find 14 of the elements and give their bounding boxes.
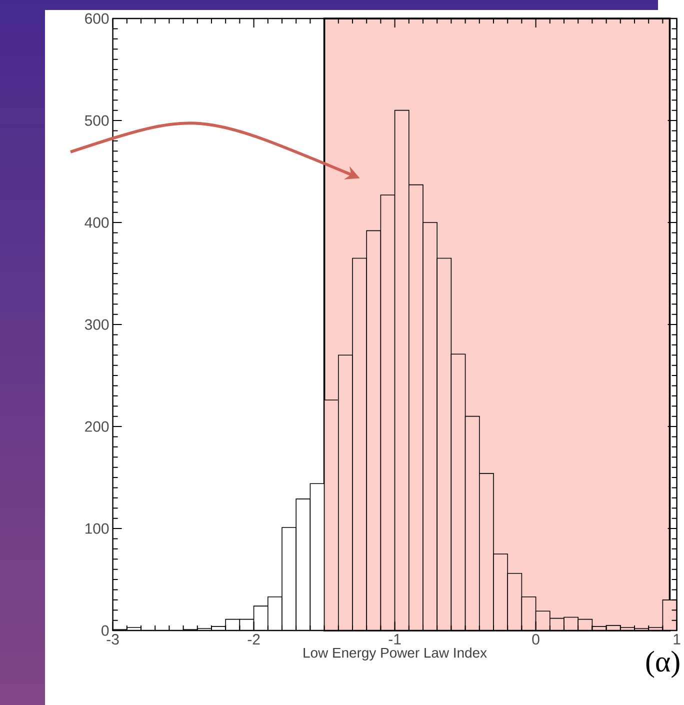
y-tick-label: 100 bbox=[85, 523, 109, 534]
x-axis-title: Low Energy Power Law Index bbox=[304, 647, 487, 660]
x-tick-label: -3 bbox=[106, 634, 119, 645]
text: (α) bbox=[646, 650, 680, 678]
y-tick-label: 400 bbox=[84, 217, 109, 228]
y-tick-label: 500 bbox=[84, 115, 109, 126]
y-tick-label: 0 bbox=[101, 625, 109, 636]
y-tick-label: 600 bbox=[84, 13, 109, 24]
x-tick-label: 1 bbox=[674, 634, 680, 644]
x-tick-label: -1 bbox=[388, 634, 401, 644]
y-tick-label: 200 bbox=[84, 421, 109, 432]
x-tick-label: -2 bbox=[248, 634, 260, 644]
y-tick-label: 300 bbox=[84, 319, 109, 330]
x-tick-label: 0 bbox=[532, 634, 540, 645]
